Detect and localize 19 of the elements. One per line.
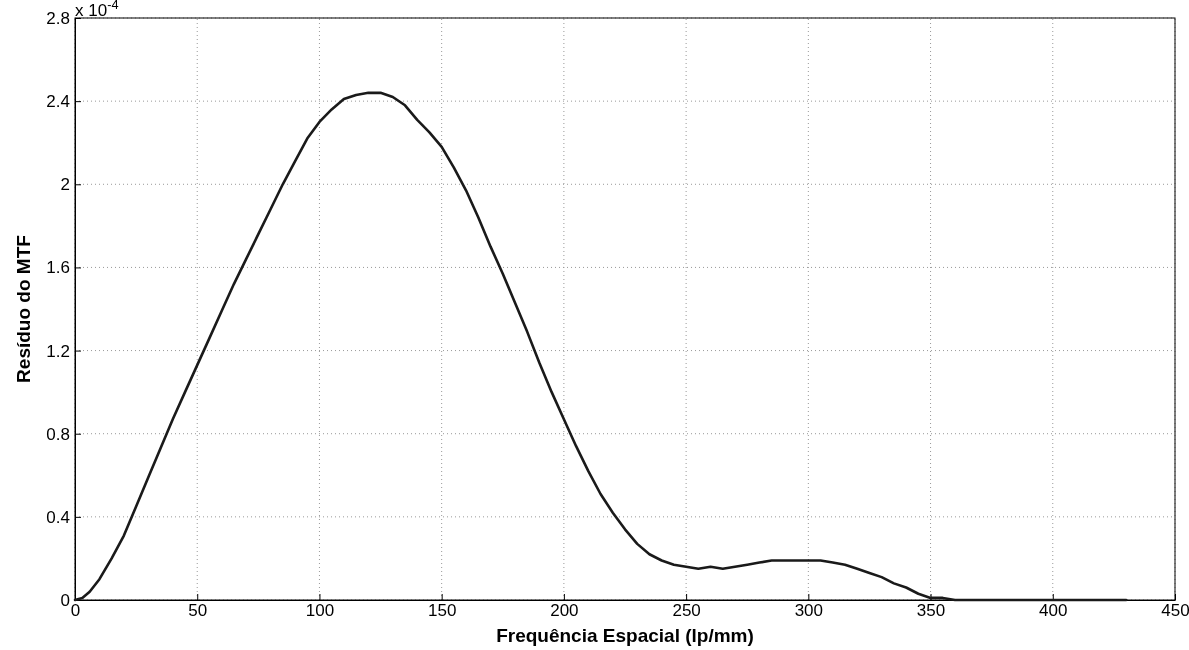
x-tick-label: 50 xyxy=(188,601,208,621)
y-tick-label: 2.4 xyxy=(46,92,70,112)
x-tick-label: 350 xyxy=(916,601,946,621)
x-tick-label: 450 xyxy=(1161,601,1189,621)
y-tick-label: 0.8 xyxy=(46,424,70,444)
x-tick-label: 300 xyxy=(794,601,824,621)
x-tick-label: 200 xyxy=(550,601,579,621)
x-tick-label: 250 xyxy=(672,601,701,621)
y-tick-label: 2.8 xyxy=(46,8,70,28)
y-tick-label: 2 xyxy=(60,175,70,195)
x-tick-label: 400 xyxy=(1039,601,1068,621)
x-tick-label: 100 xyxy=(305,601,335,621)
y-tick-label: 0.4 xyxy=(46,507,70,527)
x-axis-title: Frequência Espacial (lp/mm) xyxy=(496,625,754,646)
x-tick-label: 150 xyxy=(427,601,457,621)
y-tick-label: 1.2 xyxy=(46,341,70,361)
y-axis-title: Resíduo do MTF xyxy=(13,235,34,383)
annotation: x 10$^{-4}$ xyxy=(75,0,119,20)
y-tick-label: 1.6 xyxy=(46,258,70,278)
